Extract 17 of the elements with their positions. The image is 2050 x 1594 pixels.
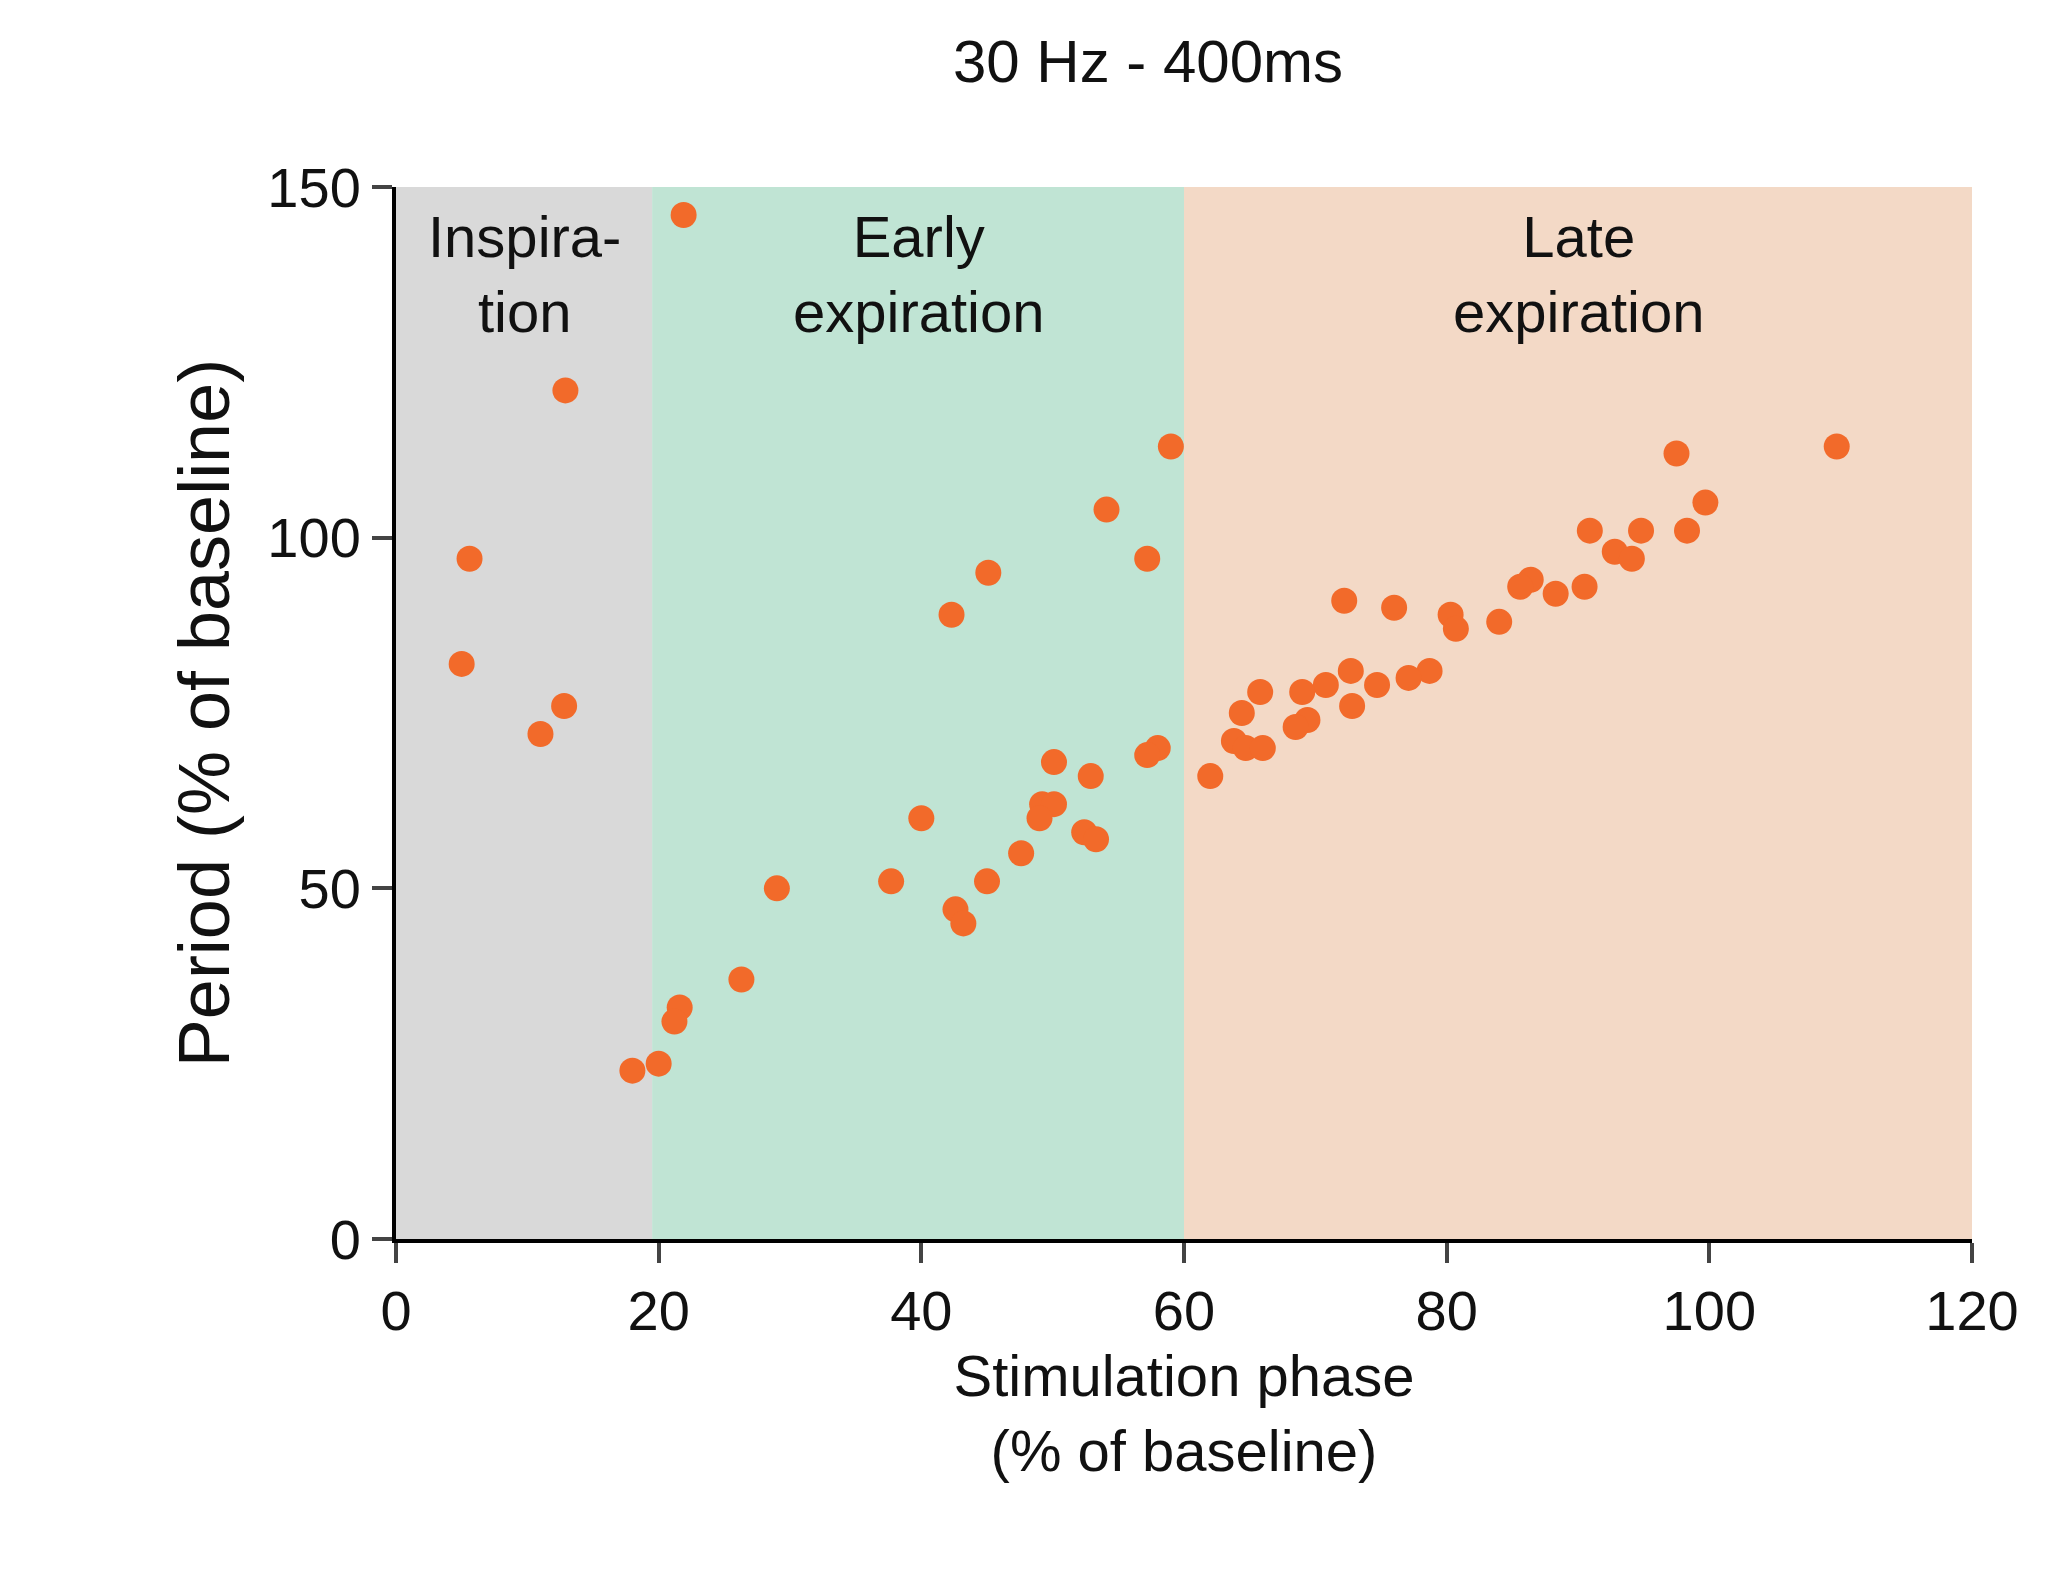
x-tick-label: 40: [890, 1279, 953, 1343]
x-tick-label: 20: [627, 1279, 690, 1343]
band-label: Inspira- tion: [428, 204, 622, 345]
y-tick-label: 150: [267, 155, 361, 219]
y-tick-label: 100: [267, 506, 361, 570]
y-tick-label: 50: [298, 856, 361, 920]
x-tick-label: 60: [1152, 1279, 1216, 1343]
chart-title: 30 Hz - 400ms: [952, 27, 1344, 95]
band-label: Late expiration: [1453, 204, 1705, 345]
x-axis-title: Stimulation phase (% of baseline): [953, 1342, 1415, 1484]
x-tick-label: 0: [380, 1279, 412, 1343]
y-tick-label: 0: [329, 1207, 361, 1271]
x-tick-label: 80: [1415, 1279, 1478, 1343]
band-label: Early expiration: [793, 204, 1045, 345]
x-tick-label: 120: [1925, 1279, 2019, 1343]
x-tick-label: 100: [1662, 1279, 1757, 1343]
y-axis-title: Period (% of baseline): [164, 358, 245, 1068]
